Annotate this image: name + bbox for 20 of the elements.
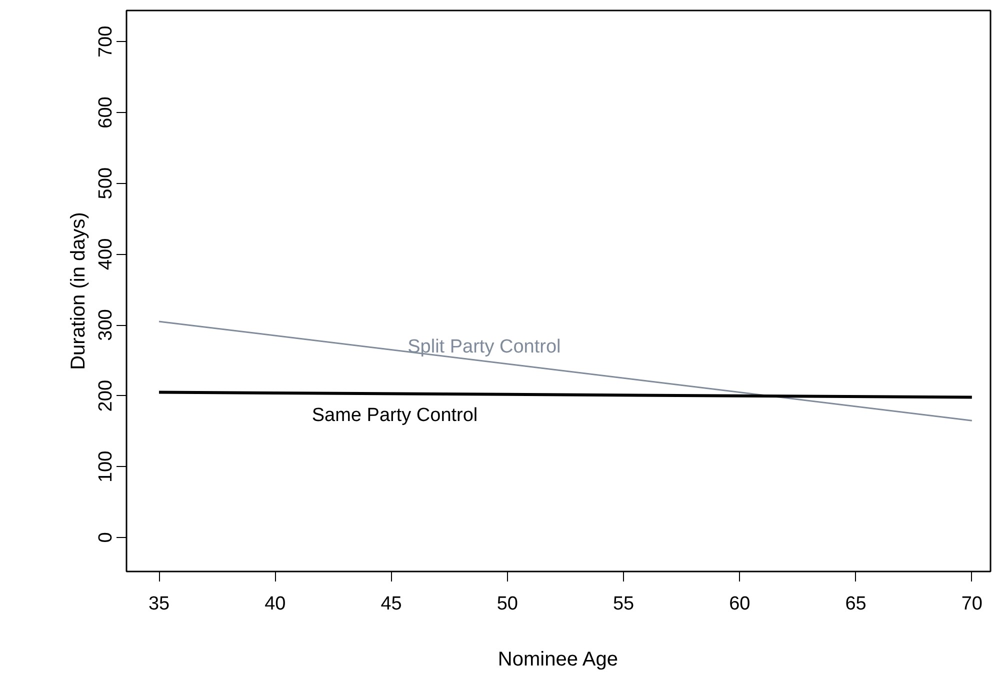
y-tick-label: 500 bbox=[96, 167, 116, 200]
y-tick-label: 600 bbox=[96, 96, 116, 128]
y-tick-label: 0 bbox=[96, 532, 116, 543]
x-tick-label: 35 bbox=[148, 594, 170, 614]
x-tick-label: 40 bbox=[264, 594, 286, 614]
x-tick-label: 45 bbox=[380, 594, 402, 614]
x-tick-label: 60 bbox=[729, 594, 750, 614]
y-tick-label: 300 bbox=[96, 309, 116, 341]
x-tick-label: 65 bbox=[845, 594, 866, 614]
y-axis-title: Duration (in days) bbox=[68, 212, 90, 370]
x-axis-title: Nominee Age bbox=[498, 648, 618, 670]
x-tick-label: 50 bbox=[496, 594, 518, 614]
y-tick-label: 700 bbox=[96, 26, 116, 58]
x-tick-label: 55 bbox=[612, 594, 634, 614]
series-label: Split Party Control bbox=[408, 336, 561, 358]
x-tick-label: 70 bbox=[961, 594, 982, 614]
y-tick-label: 200 bbox=[96, 380, 116, 412]
series-label: Same Party Control bbox=[312, 405, 478, 426]
y-tick-label: 100 bbox=[96, 450, 116, 483]
y-tick-label: 400 bbox=[96, 238, 116, 270]
